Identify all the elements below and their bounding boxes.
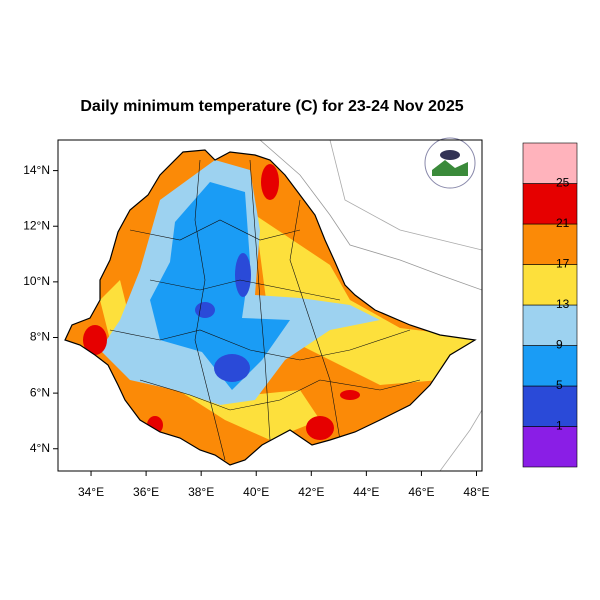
x-tick-label: 42°E (298, 485, 324, 499)
colorbar-label: 21 (556, 216, 570, 230)
colorbar-label: 13 (556, 297, 570, 311)
x-tick-label: 34°E (78, 485, 104, 499)
logo (424, 137, 476, 189)
temperature-map (65, 150, 475, 465)
y-tick-label: 6°N (30, 385, 50, 399)
y-tick-label: 14°N (23, 163, 50, 177)
colorbar-box (522, 223, 578, 265)
colorbar-box (522, 183, 578, 225)
colorbar-label: 9 (556, 338, 563, 352)
colorbar-box (522, 142, 578, 184)
y-tick-label: 4°N (30, 441, 50, 455)
y-tick-label: 8°N (30, 330, 50, 344)
x-tick-label: 48°E (463, 485, 489, 499)
x-tick-label: 44°E (353, 485, 379, 499)
colorbar-box (522, 264, 578, 306)
x-tick-label: 36°E (133, 485, 159, 499)
colorbar-box (522, 345, 578, 387)
y-tick-label: 12°N (23, 218, 50, 232)
chart-title: Daily minimum temperature (C) for 23-24 … (80, 98, 463, 115)
background-lines (259, 140, 482, 471)
admin-boundaries (109, 159, 421, 461)
colorbar-label: 17 (556, 257, 570, 271)
colorbar-label: 25 (556, 176, 570, 190)
x-tick-label: 40°E (243, 485, 269, 499)
x-tick-label: 38°E (188, 485, 214, 499)
colorbar-label: 5 (556, 378, 563, 392)
colorbar-box (522, 385, 578, 427)
x-tick-label: 46°E (408, 485, 434, 499)
colorbar-label: 1 (556, 419, 563, 433)
colorbar-box (522, 426, 578, 468)
plot-frame (57, 139, 483, 472)
colorbar-box (522, 304, 578, 346)
y-tick-label: 10°N (23, 274, 50, 288)
